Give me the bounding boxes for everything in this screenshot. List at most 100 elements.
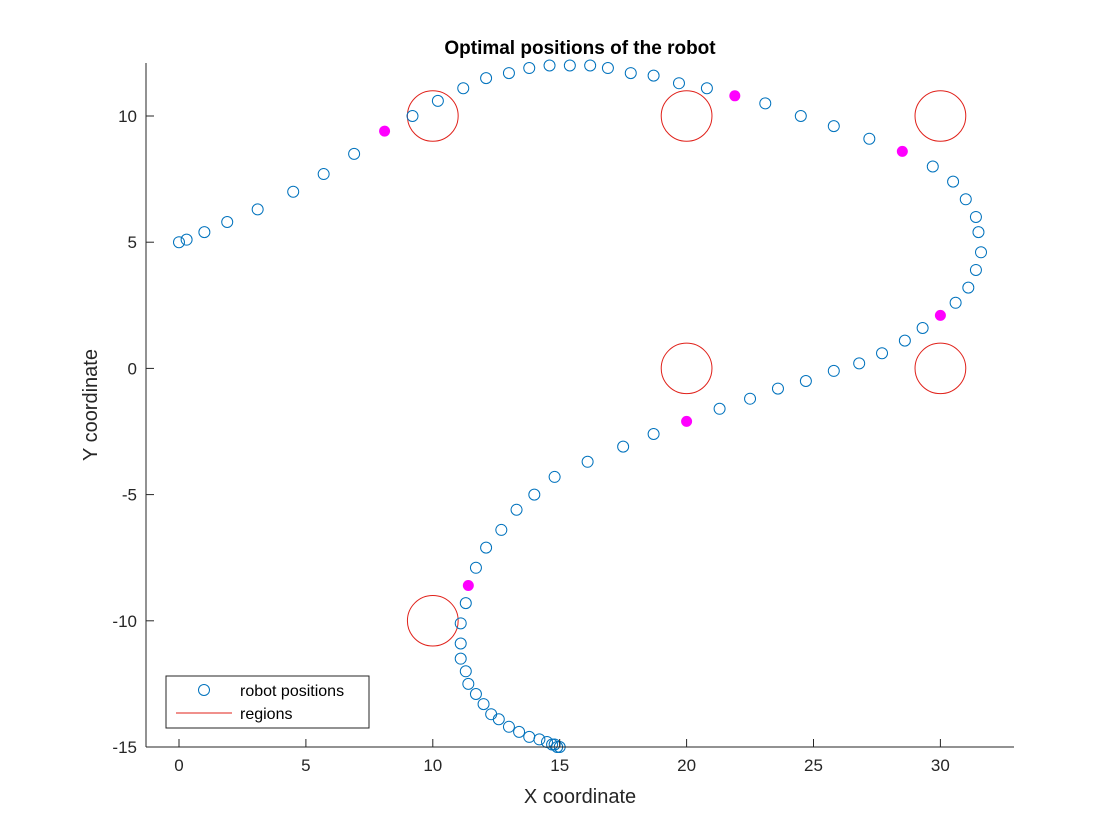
x-tick-label: 30 [931, 756, 950, 775]
x-axis-label: X coordinate [524, 786, 636, 808]
robot-position-point [523, 730, 536, 743]
robot-position-point [959, 193, 972, 206]
robot-position-point [469, 561, 482, 574]
robot-position-point [969, 263, 982, 276]
x-tick-label: 5 [301, 756, 310, 775]
highlight-point [934, 309, 946, 321]
x-ticks: 0 5 10 15 20 25 30 [174, 739, 950, 775]
robot-position-point [827, 120, 840, 133]
robot-position-point [454, 652, 467, 665]
legend-box [165, 675, 370, 729]
robot-position-point [317, 168, 330, 181]
robot-position-point [454, 617, 467, 630]
x-tick-label: 0 [174, 756, 183, 775]
robot-position-point [495, 523, 508, 536]
highlight-point [896, 145, 908, 157]
y-tick-label: 5 [128, 233, 137, 252]
robot-position-point [794, 110, 807, 123]
robot-position-point [916, 322, 929, 335]
robot-position-point [853, 357, 866, 370]
robot-position-point [563, 59, 576, 72]
robot-position-point [502, 720, 515, 733]
robot-position-point [713, 402, 726, 415]
robot-position-point [348, 147, 361, 160]
robot-position-point [744, 392, 757, 405]
robot-position-point [533, 733, 546, 746]
robot-position-point [647, 428, 660, 441]
highlight-point [681, 415, 693, 427]
robot-position-point [523, 62, 536, 75]
y-tick-label: 0 [128, 359, 137, 378]
robot-position-point [480, 541, 493, 554]
robot-position-point [502, 67, 515, 80]
y-tick-label: -15 [112, 738, 137, 757]
highlight-point [729, 90, 741, 102]
robot-position-point [898, 334, 911, 347]
x-tick-label: 20 [677, 756, 696, 775]
y-tick-label: 10 [118, 107, 137, 126]
x-tick-label: 25 [804, 756, 823, 775]
robot-position-point [624, 67, 637, 80]
plot-area [172, 59, 988, 753]
robot-position-point [180, 233, 193, 246]
region-circle [914, 90, 967, 142]
robot-position-point [198, 226, 211, 239]
y-tick-label: -10 [112, 612, 137, 631]
robot-position-point [617, 440, 630, 453]
robot-position-point [601, 62, 614, 75]
robot-position-point [510, 503, 523, 516]
region-circle [660, 90, 713, 142]
legend-robot-marker [198, 684, 210, 696]
robot-position-point [975, 246, 988, 259]
robot-position-point [528, 488, 541, 501]
legend-regions-label: regions [240, 706, 292, 723]
y-tick-label: -5 [122, 486, 137, 505]
robot-position-point [543, 59, 556, 72]
robot-position-point [947, 175, 960, 188]
robot-position-point [672, 77, 685, 90]
robot-position-point [876, 347, 889, 360]
robot-position-point [459, 665, 472, 678]
legend-robot-label: robot positions [240, 683, 344, 700]
robot-position-point [457, 82, 470, 95]
robot-position-point [962, 281, 975, 294]
robot-position-point [972, 226, 985, 239]
region-circle [660, 342, 713, 395]
region-circle [914, 342, 967, 395]
robot-position-point [287, 185, 300, 198]
robot-position-point [799, 375, 812, 388]
robot-position-point [584, 59, 597, 72]
robot-position-point [431, 94, 444, 107]
chart-title: Optimal positions of the robot [444, 38, 716, 59]
robot-position-point [221, 216, 234, 229]
robot-position-point [485, 708, 498, 721]
robot-position-point [700, 82, 713, 95]
robot-position-point [863, 132, 876, 145]
robot-position-point [469, 687, 482, 700]
legend: robot positions regions [165, 675, 370, 729]
highlight-point [462, 579, 474, 591]
robot-position-point [477, 698, 490, 711]
robot-position-point [771, 382, 784, 395]
y-axis-label: Y coordinate [80, 349, 102, 461]
axes [145, 63, 1014, 748]
robot-position-point [827, 364, 840, 377]
x-tick-label: 15 [550, 756, 569, 775]
robot-position-point [969, 210, 982, 223]
robot-position-point [480, 72, 493, 85]
robot-position-point [462, 677, 475, 690]
robot-position-point [459, 597, 472, 610]
robot-position-point [406, 110, 419, 123]
robot-position-point [251, 203, 264, 216]
robot-position-point [926, 160, 939, 173]
robot-position-point [172, 236, 185, 249]
robot-position-point [513, 725, 526, 738]
robot-position-point [647, 69, 660, 82]
region-circle [406, 595, 459, 647]
highlight-point [379, 125, 391, 137]
x-tick-label: 10 [423, 756, 442, 775]
y-ticks: -15 -10 -5 0 5 10 [112, 107, 154, 757]
robot-position-point [949, 296, 962, 309]
robot-position-point [581, 455, 594, 468]
